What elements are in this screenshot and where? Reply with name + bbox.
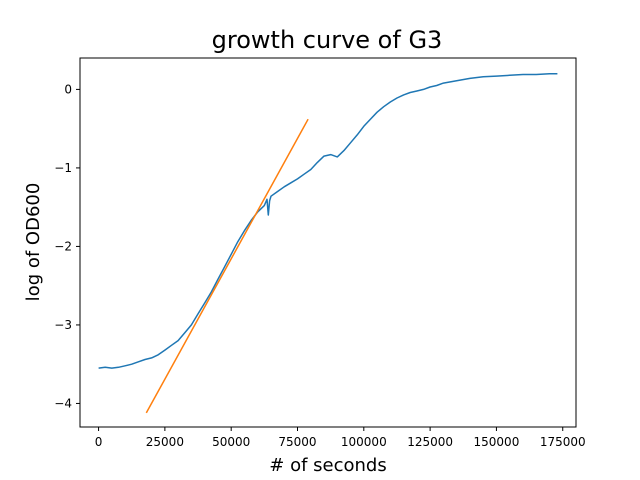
x-tick-label: 175000: [540, 435, 586, 449]
x-axis-label: # of seconds: [269, 455, 386, 476]
x-tick-label: 100000: [341, 435, 387, 449]
x-tick-label: 50000: [212, 435, 250, 449]
y-axis-label: log of OD600: [23, 183, 44, 302]
x-tick-label: 25000: [146, 435, 184, 449]
x-tick-label: 125000: [407, 435, 453, 449]
series-line-1: [145, 118, 309, 414]
y-tick-label: 0: [64, 82, 72, 96]
y-axis: −4 −3 −2 −1 0: [54, 82, 80, 410]
x-tick-label: 150000: [474, 435, 520, 449]
series-line-0: [98, 72, 558, 369]
plot-frame: [79, 57, 577, 428]
y-tick-label: −2: [54, 239, 72, 253]
y-tick-label: −1: [54, 161, 72, 175]
y-tick-label: −4: [54, 396, 72, 410]
chart-title: growth curve of G3: [212, 26, 443, 54]
plot-area: [98, 72, 558, 414]
x-axis: 0 25000 50000 75000 100000 125000 150000 175000: [95, 427, 586, 449]
x-tick-label: 0: [95, 435, 103, 449]
x-tick-label: 75000: [278, 435, 316, 449]
y-tick-label: −3: [54, 318, 72, 332]
